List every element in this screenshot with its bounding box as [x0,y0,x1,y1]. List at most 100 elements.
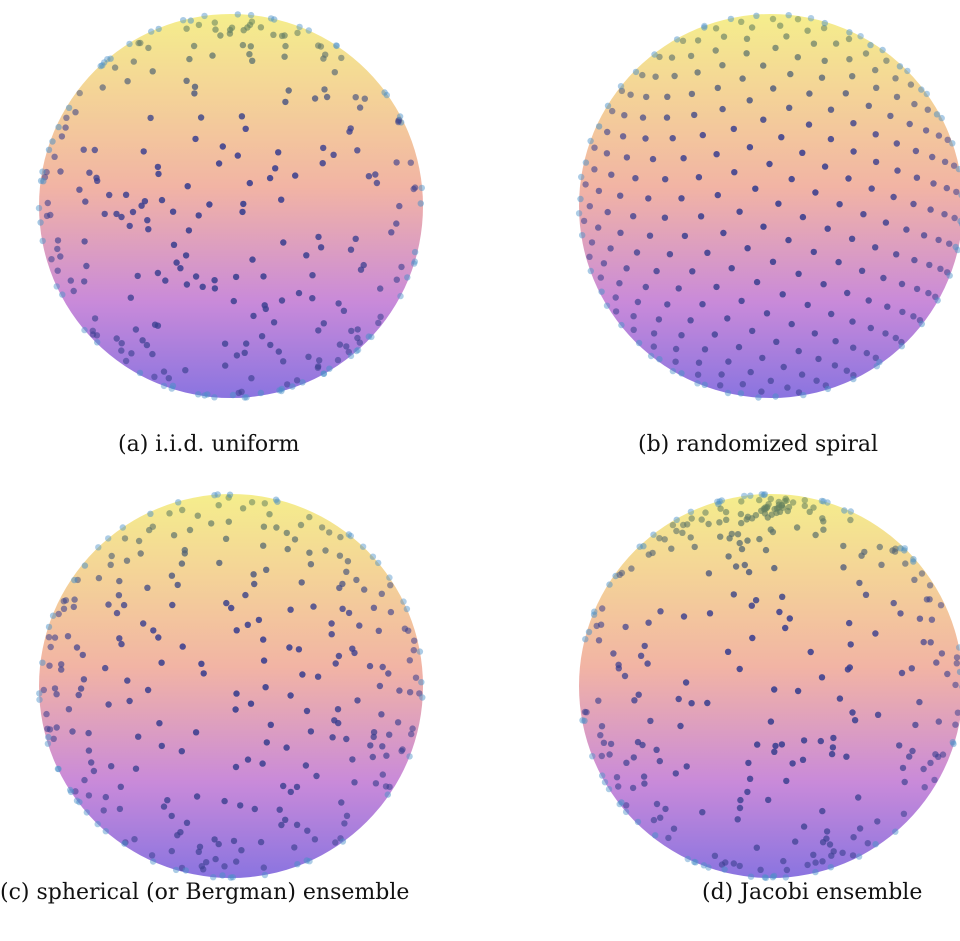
sample-point [928,616,936,623]
sample-point [785,236,792,244]
sample-point [151,373,158,380]
sample-point [275,348,282,355]
sample-point [76,186,83,193]
sample-point [298,579,305,586]
sample-point [904,67,911,75]
sample-point [953,660,960,667]
sample-point [49,612,57,619]
sample-point [215,840,222,848]
sample-point [158,196,166,204]
sample-point [257,389,265,397]
sample-point [113,609,121,617]
sample-point [318,524,326,531]
sample-point [393,220,400,227]
sample-point [406,753,413,760]
sample-point [200,866,207,873]
sample-point [405,627,412,634]
sample-point [906,120,913,128]
sample-point [682,679,690,686]
sample-point [705,570,713,577]
sample-point [144,584,151,591]
sample-point [270,31,277,38]
sample-point [233,352,241,359]
sample-point [296,23,303,31]
sample-point [168,385,175,392]
sample-point [154,322,162,329]
sample-point [758,507,765,514]
sample-point [753,12,760,19]
sample-point [687,52,695,60]
sample-point [242,125,249,132]
sample-point [862,50,870,57]
sample-point [755,394,762,401]
sample-point [711,852,719,859]
sample-point [40,686,47,694]
sample-point [372,171,379,178]
sample-point [211,394,218,401]
sample-point [695,359,703,366]
sample-point [314,364,322,371]
sample-point [406,657,413,664]
sample-point [909,747,916,755]
sample-point [943,184,950,192]
sample-point [923,90,930,98]
sample-point [691,858,698,866]
sample-point [786,104,793,112]
sample-point [938,114,945,122]
sample-point [63,114,70,122]
sample-point [39,168,46,175]
sample-point [861,548,868,556]
sample-point [48,256,55,263]
sample-point [102,664,109,672]
sample-point [661,214,669,221]
sample-point [311,836,319,843]
sample-point [714,84,721,92]
sample-point [647,717,654,725]
sample-point [44,199,51,207]
sample-point [369,753,376,761]
sample-point [868,185,875,192]
sample-point [597,621,605,628]
sample-point [354,147,361,154]
sample-point [793,524,801,531]
sample-point [724,648,732,655]
sample-point [274,498,281,505]
sample-point [846,29,853,36]
sample-point [927,206,934,213]
sample-point [216,559,223,567]
sample-point [701,24,708,31]
sample-point [330,151,337,158]
sample-point [847,641,854,648]
sample-point [354,326,361,333]
sample-point [53,691,60,698]
sample-point [118,213,125,221]
sample-point [876,358,883,366]
sample-point [846,56,853,63]
sample-point [396,202,403,210]
sample-point [367,742,374,749]
sample-point [55,610,62,618]
sample-point [334,706,342,713]
sample-point [372,780,380,787]
sample-point [228,24,236,31]
sample-point [303,252,310,259]
sample-point [642,135,649,142]
sample-point [705,864,712,871]
sample-point [738,297,745,305]
sample-point [789,499,797,506]
sample-point [598,288,605,295]
sample-point [615,783,622,790]
sample-point [872,66,879,74]
sample-point [54,245,61,253]
sample-point [192,729,200,736]
sample-point [93,174,100,181]
sample-point [769,258,777,265]
sample-point [769,528,777,536]
sample-point [126,40,133,48]
sample-point [214,491,221,498]
sample-point [70,287,77,295]
sample-point [248,499,256,506]
sample-point [309,272,316,279]
sample-point [228,604,235,612]
sample-point [183,281,191,288]
